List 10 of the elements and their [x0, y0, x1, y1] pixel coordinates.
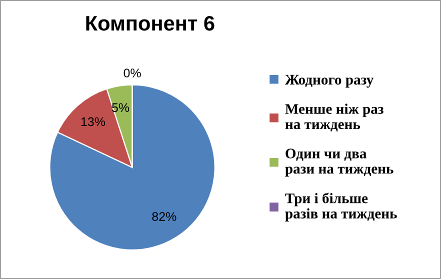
legend-label: Менше ніж раз на тиждень: [285, 104, 384, 132]
pie-slice: [57, 88, 133, 168]
legend-label: Один чи два рази на тиждень: [285, 148, 394, 177]
pie-slice: [49, 84, 216, 251]
legend-label: Жодного разу: [284, 74, 374, 88]
legend-label: Три і більше разів на тиждень: [285, 192, 397, 222]
data-label: 82%: [152, 212, 176, 221]
text: 0%: [124, 68, 141, 78]
data-label: 13%: [81, 117, 106, 126]
chart-title: Компонент 6: [86, 16, 214, 31]
